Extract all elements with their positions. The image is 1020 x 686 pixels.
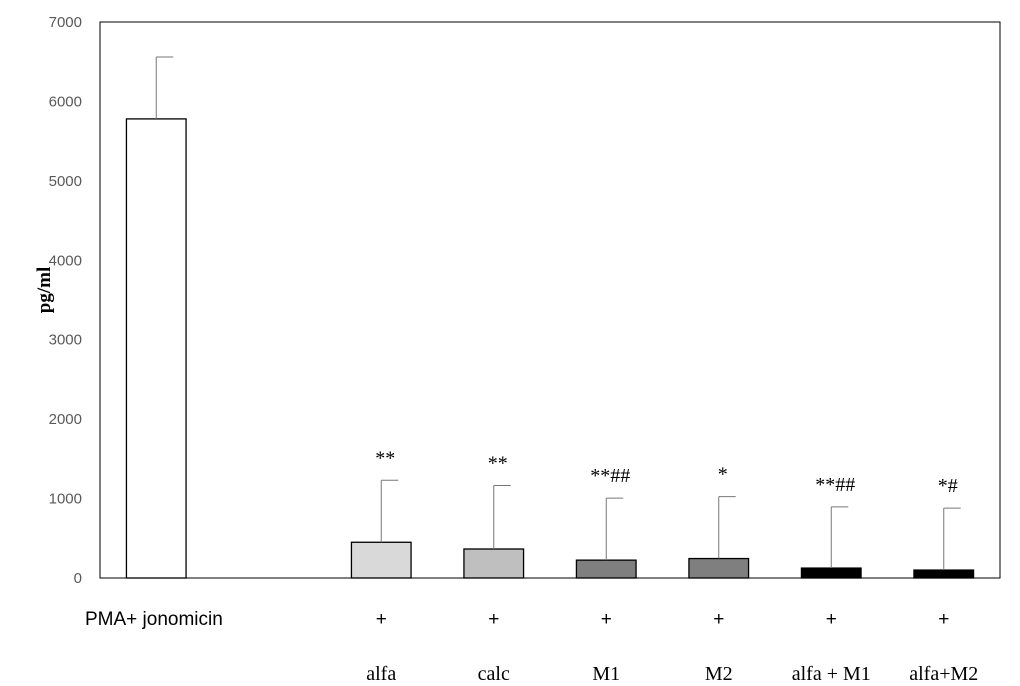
category-label: alfa (366, 663, 396, 685)
row-label: PMA+ jonomicin (85, 609, 223, 630)
category-label: M1 (592, 663, 620, 685)
bar (463, 548, 525, 579)
y-tick-label: 0 (74, 570, 82, 587)
category-label: M2 (705, 663, 733, 685)
y-tick-label: 4000 (49, 252, 82, 269)
plus-mark: + (938, 609, 949, 630)
y-axis-label: pg/ml (34, 267, 55, 313)
plus-mark: + (601, 609, 612, 630)
bars (125, 118, 975, 579)
bar (575, 559, 637, 579)
bar (800, 567, 862, 579)
y-tick-label: 1000 (49, 491, 82, 508)
bar (913, 569, 975, 579)
significance-label: * (718, 464, 728, 486)
significance-label: ** (488, 452, 508, 474)
plus-mark: + (826, 609, 837, 630)
y-axis-ticks: 0 1000 2000 3000 4000 5000 6000 7000 (49, 14, 82, 587)
bar (350, 541, 412, 579)
bar (125, 118, 187, 579)
category-label: alfa+M2 (909, 663, 978, 685)
category-label: alfa + M1 (792, 663, 871, 685)
significance-labels: ** ** **## * **## *# (375, 447, 958, 497)
y-tick-label: 6000 (49, 93, 82, 110)
plus-row: + + + + + + (376, 609, 950, 630)
plus-mark: + (488, 609, 499, 630)
category-labels: alfa calc M1 M2 alfa + M1 alfa+M2 (366, 663, 978, 685)
error-bars (155, 56, 961, 571)
plus-mark: + (713, 609, 724, 630)
significance-label: **## (590, 465, 630, 487)
category-label: calc (478, 663, 510, 685)
y-tick-label: 7000 (49, 14, 82, 31)
y-tick-label: 3000 (49, 332, 82, 349)
significance-label: **## (815, 474, 855, 496)
plus-mark: + (376, 609, 387, 630)
plot-frame (99, 21, 1001, 579)
y-tick-label: 2000 (49, 411, 82, 428)
y-tick-label: 5000 (49, 173, 82, 190)
significance-label: *# (938, 475, 958, 497)
significance-label: ** (375, 447, 395, 469)
bar (688, 557, 750, 579)
